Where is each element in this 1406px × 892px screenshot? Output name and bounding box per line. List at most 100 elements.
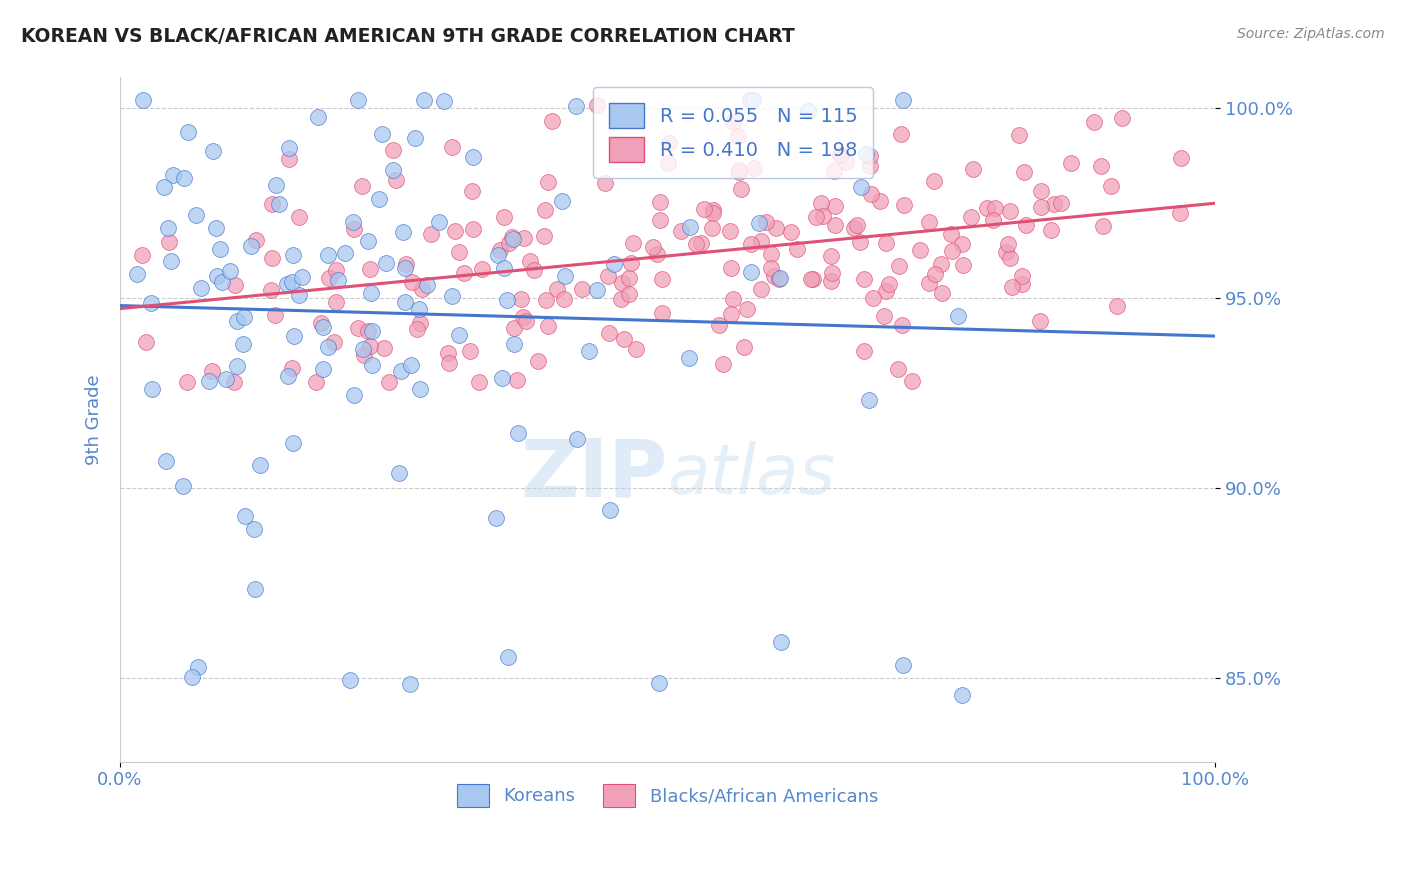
- Point: [603, 257, 626, 271]
- Point: [141, 296, 163, 310]
- Point: [852, 272, 875, 286]
- Point: [651, 306, 673, 320]
- Point: [727, 164, 749, 178]
- Point: [157, 235, 180, 250]
- Point: [820, 274, 842, 288]
- Point: [382, 163, 405, 178]
- Point: [613, 332, 636, 346]
- Point: [222, 375, 245, 389]
- Point: [657, 156, 679, 170]
- Point: [887, 361, 910, 376]
- Point: [232, 310, 254, 324]
- Point: [976, 202, 998, 216]
- Point: [1043, 197, 1066, 211]
- Point: [190, 280, 212, 294]
- Point: [242, 522, 264, 536]
- Text: ZIP: ZIP: [520, 435, 668, 514]
- Point: [720, 261, 742, 276]
- Point: [177, 124, 200, 138]
- Point: [770, 634, 793, 648]
- Point: [360, 325, 382, 339]
- Point: [859, 149, 882, 163]
- Point: [693, 202, 716, 216]
- Point: [922, 174, 945, 188]
- Point: [593, 176, 616, 190]
- Point: [848, 235, 870, 250]
- Point: [1031, 200, 1053, 214]
- Point: [347, 93, 370, 107]
- Point: [941, 227, 963, 241]
- Point: [924, 267, 946, 281]
- Point: [740, 237, 762, 252]
- Point: [571, 282, 593, 296]
- Point: [624, 342, 647, 356]
- Point: [239, 239, 262, 253]
- Point: [823, 164, 845, 178]
- Point: [287, 210, 309, 224]
- Point: [202, 144, 225, 158]
- Point: [325, 295, 347, 310]
- Point: [824, 199, 846, 213]
- Point: [498, 649, 520, 664]
- Point: [1000, 251, 1022, 265]
- Point: [262, 197, 284, 211]
- Point: [554, 269, 576, 284]
- Point: [211, 275, 233, 289]
- Point: [172, 479, 194, 493]
- Point: [748, 216, 770, 230]
- Point: [749, 282, 772, 296]
- Point: [598, 326, 620, 341]
- Point: [981, 213, 1004, 227]
- Point: [835, 155, 858, 169]
- Point: [1105, 299, 1128, 313]
- Point: [243, 582, 266, 597]
- Point: [598, 269, 620, 284]
- Point: [1050, 195, 1073, 210]
- Point: [471, 261, 494, 276]
- Point: [811, 209, 834, 223]
- Legend: Koreans, Blacks/African Americans: Koreans, Blacks/African Americans: [450, 777, 886, 814]
- Point: [394, 295, 416, 310]
- Point: [440, 289, 463, 303]
- Point: [512, 310, 534, 324]
- Point: [501, 229, 523, 244]
- Point: [779, 225, 801, 239]
- Point: [1090, 159, 1112, 173]
- Point: [824, 219, 846, 233]
- Point: [546, 282, 568, 296]
- Point: [359, 261, 381, 276]
- Text: Source: ZipAtlas.com: Source: ZipAtlas.com: [1237, 27, 1385, 41]
- Point: [730, 182, 752, 196]
- Point: [361, 359, 384, 373]
- Point: [759, 247, 782, 261]
- Point: [508, 425, 530, 440]
- Point: [208, 243, 231, 257]
- Point: [718, 224, 741, 238]
- Point: [679, 219, 702, 234]
- Point: [1083, 115, 1105, 129]
- Point: [536, 319, 558, 334]
- Point: [669, 224, 692, 238]
- Point: [1008, 128, 1031, 142]
- Point: [409, 316, 432, 330]
- Point: [307, 110, 329, 124]
- Point: [678, 351, 700, 366]
- Point: [1029, 184, 1052, 198]
- Point: [820, 248, 842, 262]
- Point: [335, 246, 357, 260]
- Point: [534, 293, 557, 307]
- Point: [373, 341, 395, 355]
- Point: [309, 316, 332, 330]
- Point: [769, 270, 792, 285]
- Point: [1011, 277, 1033, 292]
- Point: [842, 221, 865, 235]
- Point: [291, 269, 314, 284]
- Point: [702, 203, 724, 218]
- Point: [1060, 156, 1083, 170]
- Point: [491, 371, 513, 385]
- Point: [502, 232, 524, 246]
- Point: [318, 271, 340, 285]
- Point: [648, 675, 671, 690]
- Point: [952, 258, 974, 272]
- Point: [643, 240, 665, 254]
